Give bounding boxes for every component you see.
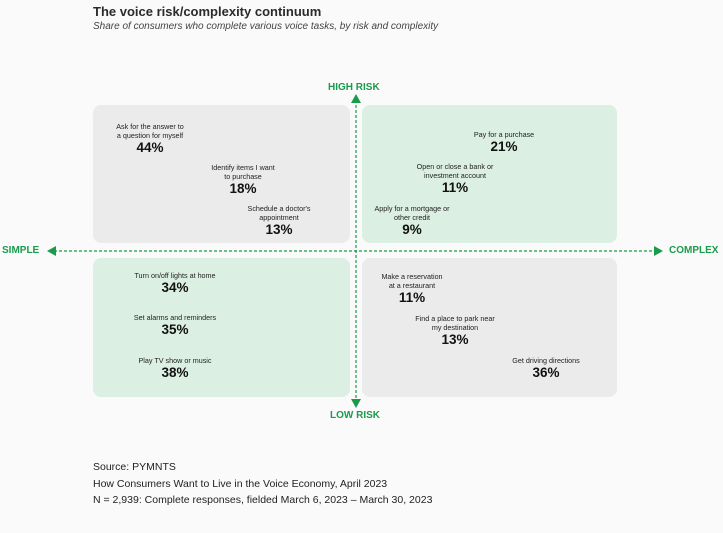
quadrant-low-risk-complex	[362, 258, 617, 397]
task-item: Open or close a bank or investment accou…	[390, 162, 520, 196]
task-label: Schedule a doctor's	[247, 204, 311, 213]
task-label: Make a reservation	[381, 272, 443, 281]
axis-label-simple: SIMPLE	[2, 245, 40, 256]
task-label: investment account	[424, 171, 486, 180]
task-item: Pay for a purchase 21%	[439, 130, 569, 155]
source-report: How Consumers Want to Live in the Voice …	[93, 478, 388, 490]
task-value: 13%	[441, 332, 469, 347]
task-label: Pay for a purchase	[473, 130, 535, 139]
task-item: Set alarms and reminders 35%	[110, 313, 240, 338]
task-item: Make a reservation at a restaurant 11%	[347, 272, 477, 306]
task-value: 18%	[229, 181, 257, 196]
task-label: my destination	[431, 323, 479, 332]
task-label: Turn on/off lights at home	[134, 271, 216, 280]
task-value: 34%	[161, 280, 189, 295]
task-label: Open or close a bank or	[416, 162, 494, 171]
task-value: 13%	[265, 222, 293, 237]
task-label: Find a place to park near	[415, 314, 495, 323]
task-label: Identify items I want	[211, 163, 275, 172]
source-line: Source: PYMNTS	[93, 461, 176, 473]
task-item: Play TV show or music 38%	[110, 356, 240, 381]
arrow-left-icon	[47, 246, 56, 256]
task-value: 11%	[441, 180, 469, 195]
task-item: Find a place to park near my destination…	[390, 314, 520, 348]
quadrant-low-risk-simple	[93, 258, 350, 397]
task-value: 21%	[490, 139, 518, 154]
task-label: appointment	[259, 213, 299, 222]
task-value: 36%	[532, 365, 560, 380]
task-label: a question for myself	[116, 131, 184, 140]
quadrant-high-risk-complex	[362, 105, 617, 243]
task-label: at a restaurant	[388, 281, 436, 290]
axis-label-low-risk: LOW RISK	[330, 410, 380, 421]
task-value: 9%	[402, 222, 422, 237]
task-value: 11%	[398, 290, 426, 305]
task-item: Identify items I want to purchase 18%	[178, 163, 308, 197]
task-label: other credit	[394, 213, 430, 222]
task-label: to purchase	[224, 172, 262, 181]
task-item: Turn on/off lights at home 34%	[110, 271, 240, 296]
task-label: Set alarms and reminders	[133, 313, 217, 322]
task-item: Ask for the answer to a question for mys…	[85, 122, 215, 156]
quadrant-high-risk-simple	[93, 105, 350, 243]
task-label: Play TV show or music	[138, 356, 212, 365]
chart-title: The voice risk/complexity continuum	[93, 4, 322, 19]
task-value: 35%	[161, 322, 189, 337]
task-value: 44%	[136, 140, 164, 155]
task-value: 38%	[161, 365, 189, 380]
task-item: Get driving directions 36%	[481, 356, 611, 381]
source-sample: N = 2,939: Complete responses, fielded M…	[93, 494, 433, 506]
task-label: Apply for a mortgage or	[374, 204, 450, 213]
axis-label-high-risk: HIGH RISK	[328, 82, 380, 93]
arrow-right-icon	[654, 246, 663, 256]
task-item: Apply for a mortgage or other credit 9%	[347, 204, 477, 238]
task-label: Get driving directions	[512, 356, 580, 365]
task-item: Schedule a doctor's appointment 13%	[214, 204, 344, 238]
task-label: Ask for the answer to	[116, 122, 184, 131]
axis-label-complex: COMPLEX	[669, 245, 719, 256]
chart-subtitle: Share of consumers who complete various …	[93, 21, 439, 32]
arrow-down-icon	[351, 399, 361, 408]
arrow-up-icon	[351, 94, 361, 103]
